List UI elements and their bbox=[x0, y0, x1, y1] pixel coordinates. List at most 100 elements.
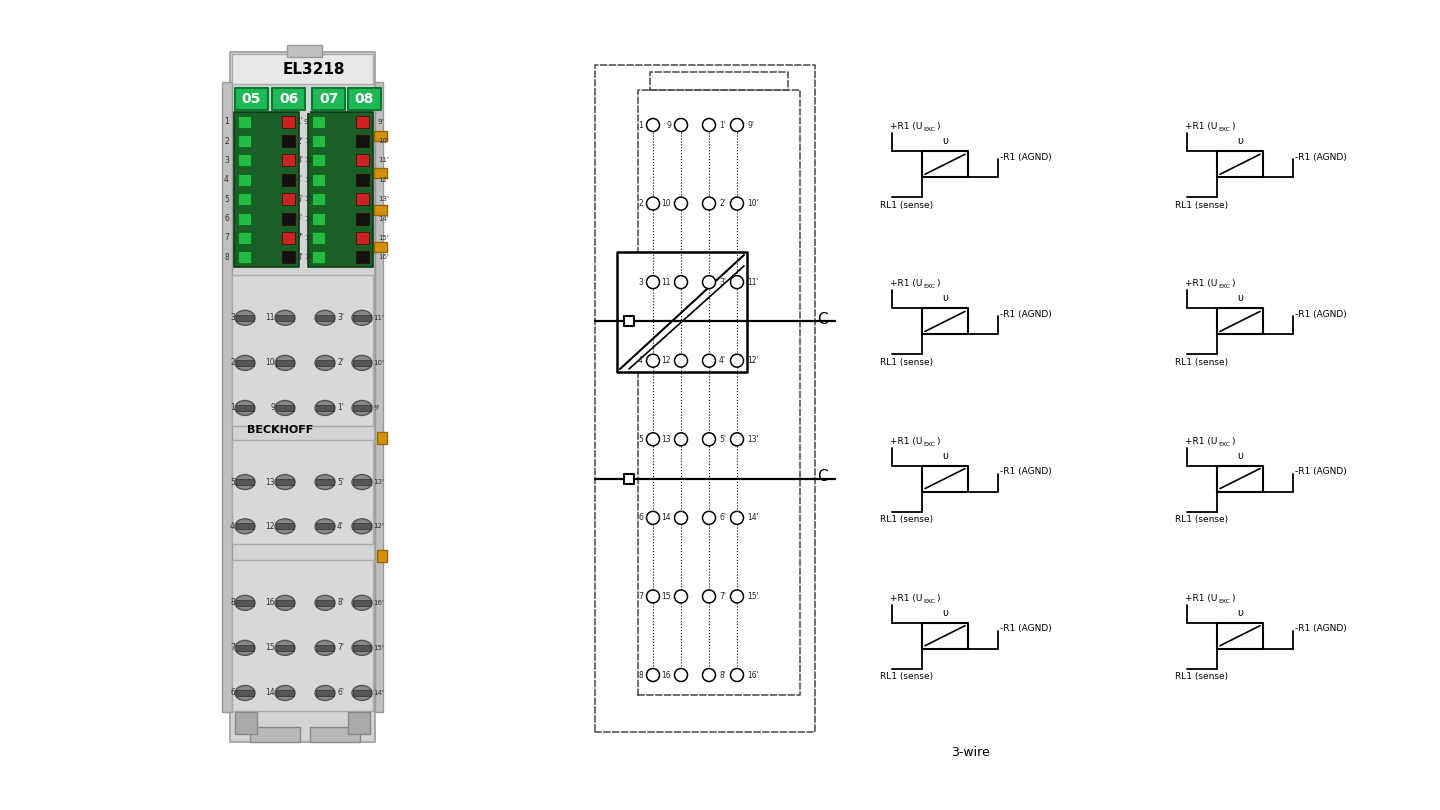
Bar bbox=[236, 360, 253, 366]
Text: -R1 (AGND): -R1 (AGND) bbox=[1295, 625, 1346, 633]
Bar bbox=[282, 116, 295, 128]
Circle shape bbox=[674, 197, 687, 210]
Text: 2': 2' bbox=[297, 137, 302, 146]
Text: ): ) bbox=[936, 437, 939, 446]
Bar bbox=[236, 479, 253, 485]
Text: 11': 11' bbox=[377, 157, 389, 164]
Circle shape bbox=[730, 354, 743, 367]
Circle shape bbox=[730, 433, 743, 446]
Bar bbox=[230, 52, 374, 742]
Ellipse shape bbox=[235, 641, 255, 655]
Ellipse shape bbox=[351, 400, 372, 416]
Bar bbox=[232, 54, 373, 84]
Text: C: C bbox=[816, 469, 828, 484]
Text: 13': 13' bbox=[377, 196, 389, 202]
Text: 6: 6 bbox=[225, 214, 229, 223]
Circle shape bbox=[703, 668, 716, 681]
Text: 12': 12' bbox=[747, 356, 759, 365]
Bar bbox=[315, 690, 334, 696]
Bar bbox=[235, 88, 268, 110]
Bar bbox=[312, 135, 325, 147]
Bar bbox=[374, 82, 383, 712]
Bar bbox=[356, 174, 369, 185]
Text: 4: 4 bbox=[225, 175, 229, 185]
Bar bbox=[377, 432, 387, 444]
Bar bbox=[356, 212, 369, 224]
Bar bbox=[348, 88, 382, 110]
Text: 16': 16' bbox=[377, 254, 389, 260]
Bar bbox=[374, 205, 387, 215]
Text: 4': 4' bbox=[297, 175, 302, 185]
Bar bbox=[315, 645, 334, 651]
Circle shape bbox=[703, 118, 716, 131]
Bar bbox=[616, 252, 747, 372]
Text: 7': 7' bbox=[297, 233, 302, 242]
Text: RL1 (sense): RL1 (sense) bbox=[1175, 201, 1228, 210]
Text: 10: 10 bbox=[265, 358, 275, 368]
Text: 5: 5 bbox=[638, 435, 644, 444]
Bar bbox=[312, 155, 325, 166]
Bar bbox=[282, 251, 295, 263]
Bar bbox=[282, 194, 295, 205]
Text: 6: 6 bbox=[638, 514, 644, 522]
Text: 2': 2' bbox=[719, 199, 726, 208]
Circle shape bbox=[703, 590, 716, 603]
Text: 13': 13' bbox=[373, 479, 384, 485]
Circle shape bbox=[674, 433, 687, 446]
Text: υ: υ bbox=[942, 450, 948, 461]
Bar bbox=[236, 645, 253, 651]
Ellipse shape bbox=[275, 685, 295, 701]
Text: 3: 3 bbox=[225, 156, 229, 165]
Bar bbox=[312, 212, 325, 224]
Circle shape bbox=[730, 197, 743, 210]
Text: 8: 8 bbox=[638, 671, 644, 680]
Circle shape bbox=[730, 590, 743, 603]
Circle shape bbox=[703, 354, 716, 367]
Text: 10': 10' bbox=[377, 138, 389, 144]
Ellipse shape bbox=[235, 400, 255, 416]
Circle shape bbox=[674, 511, 687, 524]
Bar bbox=[922, 151, 968, 177]
Text: 16': 16' bbox=[747, 671, 759, 680]
Circle shape bbox=[647, 275, 660, 288]
Bar bbox=[308, 112, 373, 267]
Text: -R1 (AGND): -R1 (AGND) bbox=[999, 153, 1051, 162]
Bar bbox=[238, 116, 251, 128]
Circle shape bbox=[647, 511, 660, 524]
Text: 6': 6' bbox=[337, 688, 344, 697]
Text: 2: 2 bbox=[230, 358, 235, 368]
Text: 3': 3' bbox=[719, 278, 726, 287]
Bar bbox=[238, 155, 251, 166]
Text: 2': 2' bbox=[337, 358, 344, 368]
Bar bbox=[922, 623, 968, 649]
Text: 1': 1' bbox=[337, 403, 344, 412]
Ellipse shape bbox=[235, 595, 255, 610]
Text: 13: 13 bbox=[265, 478, 275, 487]
Text: 4': 4' bbox=[719, 356, 726, 365]
Ellipse shape bbox=[275, 518, 295, 534]
Text: RL1 (sense): RL1 (sense) bbox=[1175, 672, 1228, 681]
Ellipse shape bbox=[275, 400, 295, 416]
Circle shape bbox=[647, 197, 660, 210]
Bar bbox=[649, 72, 788, 90]
Text: 3-wire: 3-wire bbox=[950, 747, 989, 760]
Bar bbox=[1217, 466, 1263, 492]
Text: 8': 8' bbox=[337, 599, 344, 608]
Text: 10': 10' bbox=[373, 360, 384, 366]
Bar bbox=[595, 65, 815, 732]
Bar bbox=[272, 88, 305, 110]
Circle shape bbox=[647, 118, 660, 131]
Bar bbox=[312, 88, 346, 110]
Text: 12: 12 bbox=[265, 522, 275, 531]
Text: RL1 (sense): RL1 (sense) bbox=[880, 358, 933, 367]
Bar bbox=[353, 360, 372, 366]
Text: 11': 11' bbox=[747, 278, 759, 287]
Ellipse shape bbox=[315, 356, 336, 370]
Circle shape bbox=[730, 668, 743, 681]
Text: RL1 (sense): RL1 (sense) bbox=[1175, 358, 1228, 367]
Text: 15: 15 bbox=[265, 643, 275, 652]
Text: EXC: EXC bbox=[1218, 127, 1230, 132]
Text: 14': 14' bbox=[373, 690, 383, 696]
Text: 7: 7 bbox=[230, 643, 235, 652]
Bar bbox=[312, 232, 325, 244]
